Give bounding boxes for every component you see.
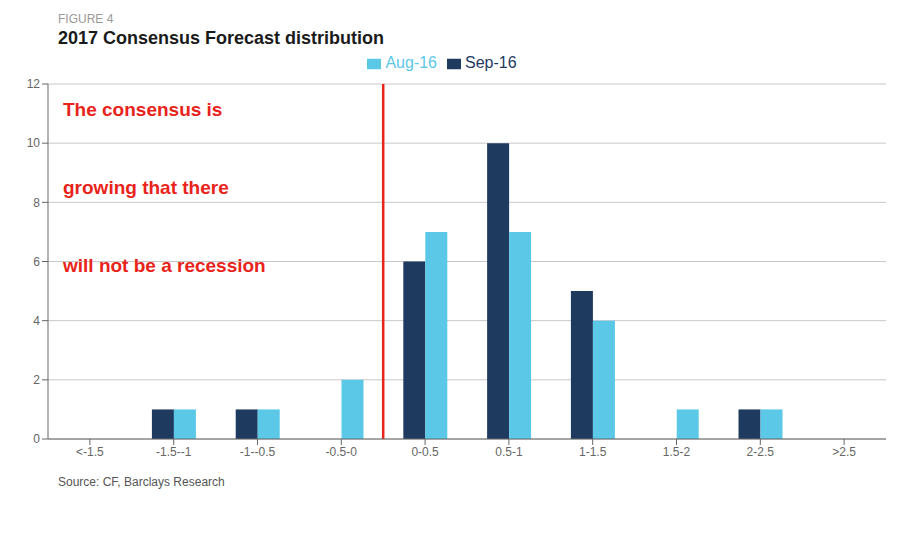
svg-text:2-2.5: 2-2.5 <box>747 445 775 459</box>
svg-text:1.5-2: 1.5-2 <box>663 445 691 459</box>
svg-text:<-1.5: <-1.5 <box>76 445 104 459</box>
html-text:Sep-16: Sep-16 <box>465 54 517 71</box>
svg-text:>2.5: >2.5 <box>832 445 856 459</box>
svg-text:2: 2 <box>33 373 40 387</box>
svg-text:6: 6 <box>33 255 40 269</box>
html-text:2017 Consensus Forecast distri: 2017 Consensus Forecast distribution <box>58 28 385 48</box>
svg-text:12: 12 <box>27 77 41 91</box>
svg-text:-0.5-0: -0.5-0 <box>326 445 358 459</box>
html-text:Aug-16: Aug-16 <box>385 54 437 71</box>
svg-text:8: 8 <box>33 196 40 210</box>
svg-text:1-1.5: 1-1.5 <box>579 445 607 459</box>
html-text:FIGURE 4: FIGURE 4 <box>58 12 114 26</box>
html-text:Source: CF, Barclays Research: Source: CF, Barclays Research <box>58 475 225 489</box>
html-text:will not be a recession: will not be a recession <box>63 255 266 276</box>
svg-text:0: 0 <box>33 432 40 446</box>
svg-text:0-0.5: 0-0.5 <box>411 445 439 459</box>
svg-text:4: 4 <box>33 314 40 328</box>
svg-text:-1--0.5: -1--0.5 <box>240 445 276 459</box>
svg-text:-1.5--1: -1.5--1 <box>156 445 192 459</box>
svg-text:0.5-1: 0.5-1 <box>495 445 523 459</box>
svg-text:10: 10 <box>27 136 41 150</box>
html-text:growing that there: growing that there <box>63 177 229 198</box>
html-text:The consensus is: The consensus is <box>63 99 223 120</box>
